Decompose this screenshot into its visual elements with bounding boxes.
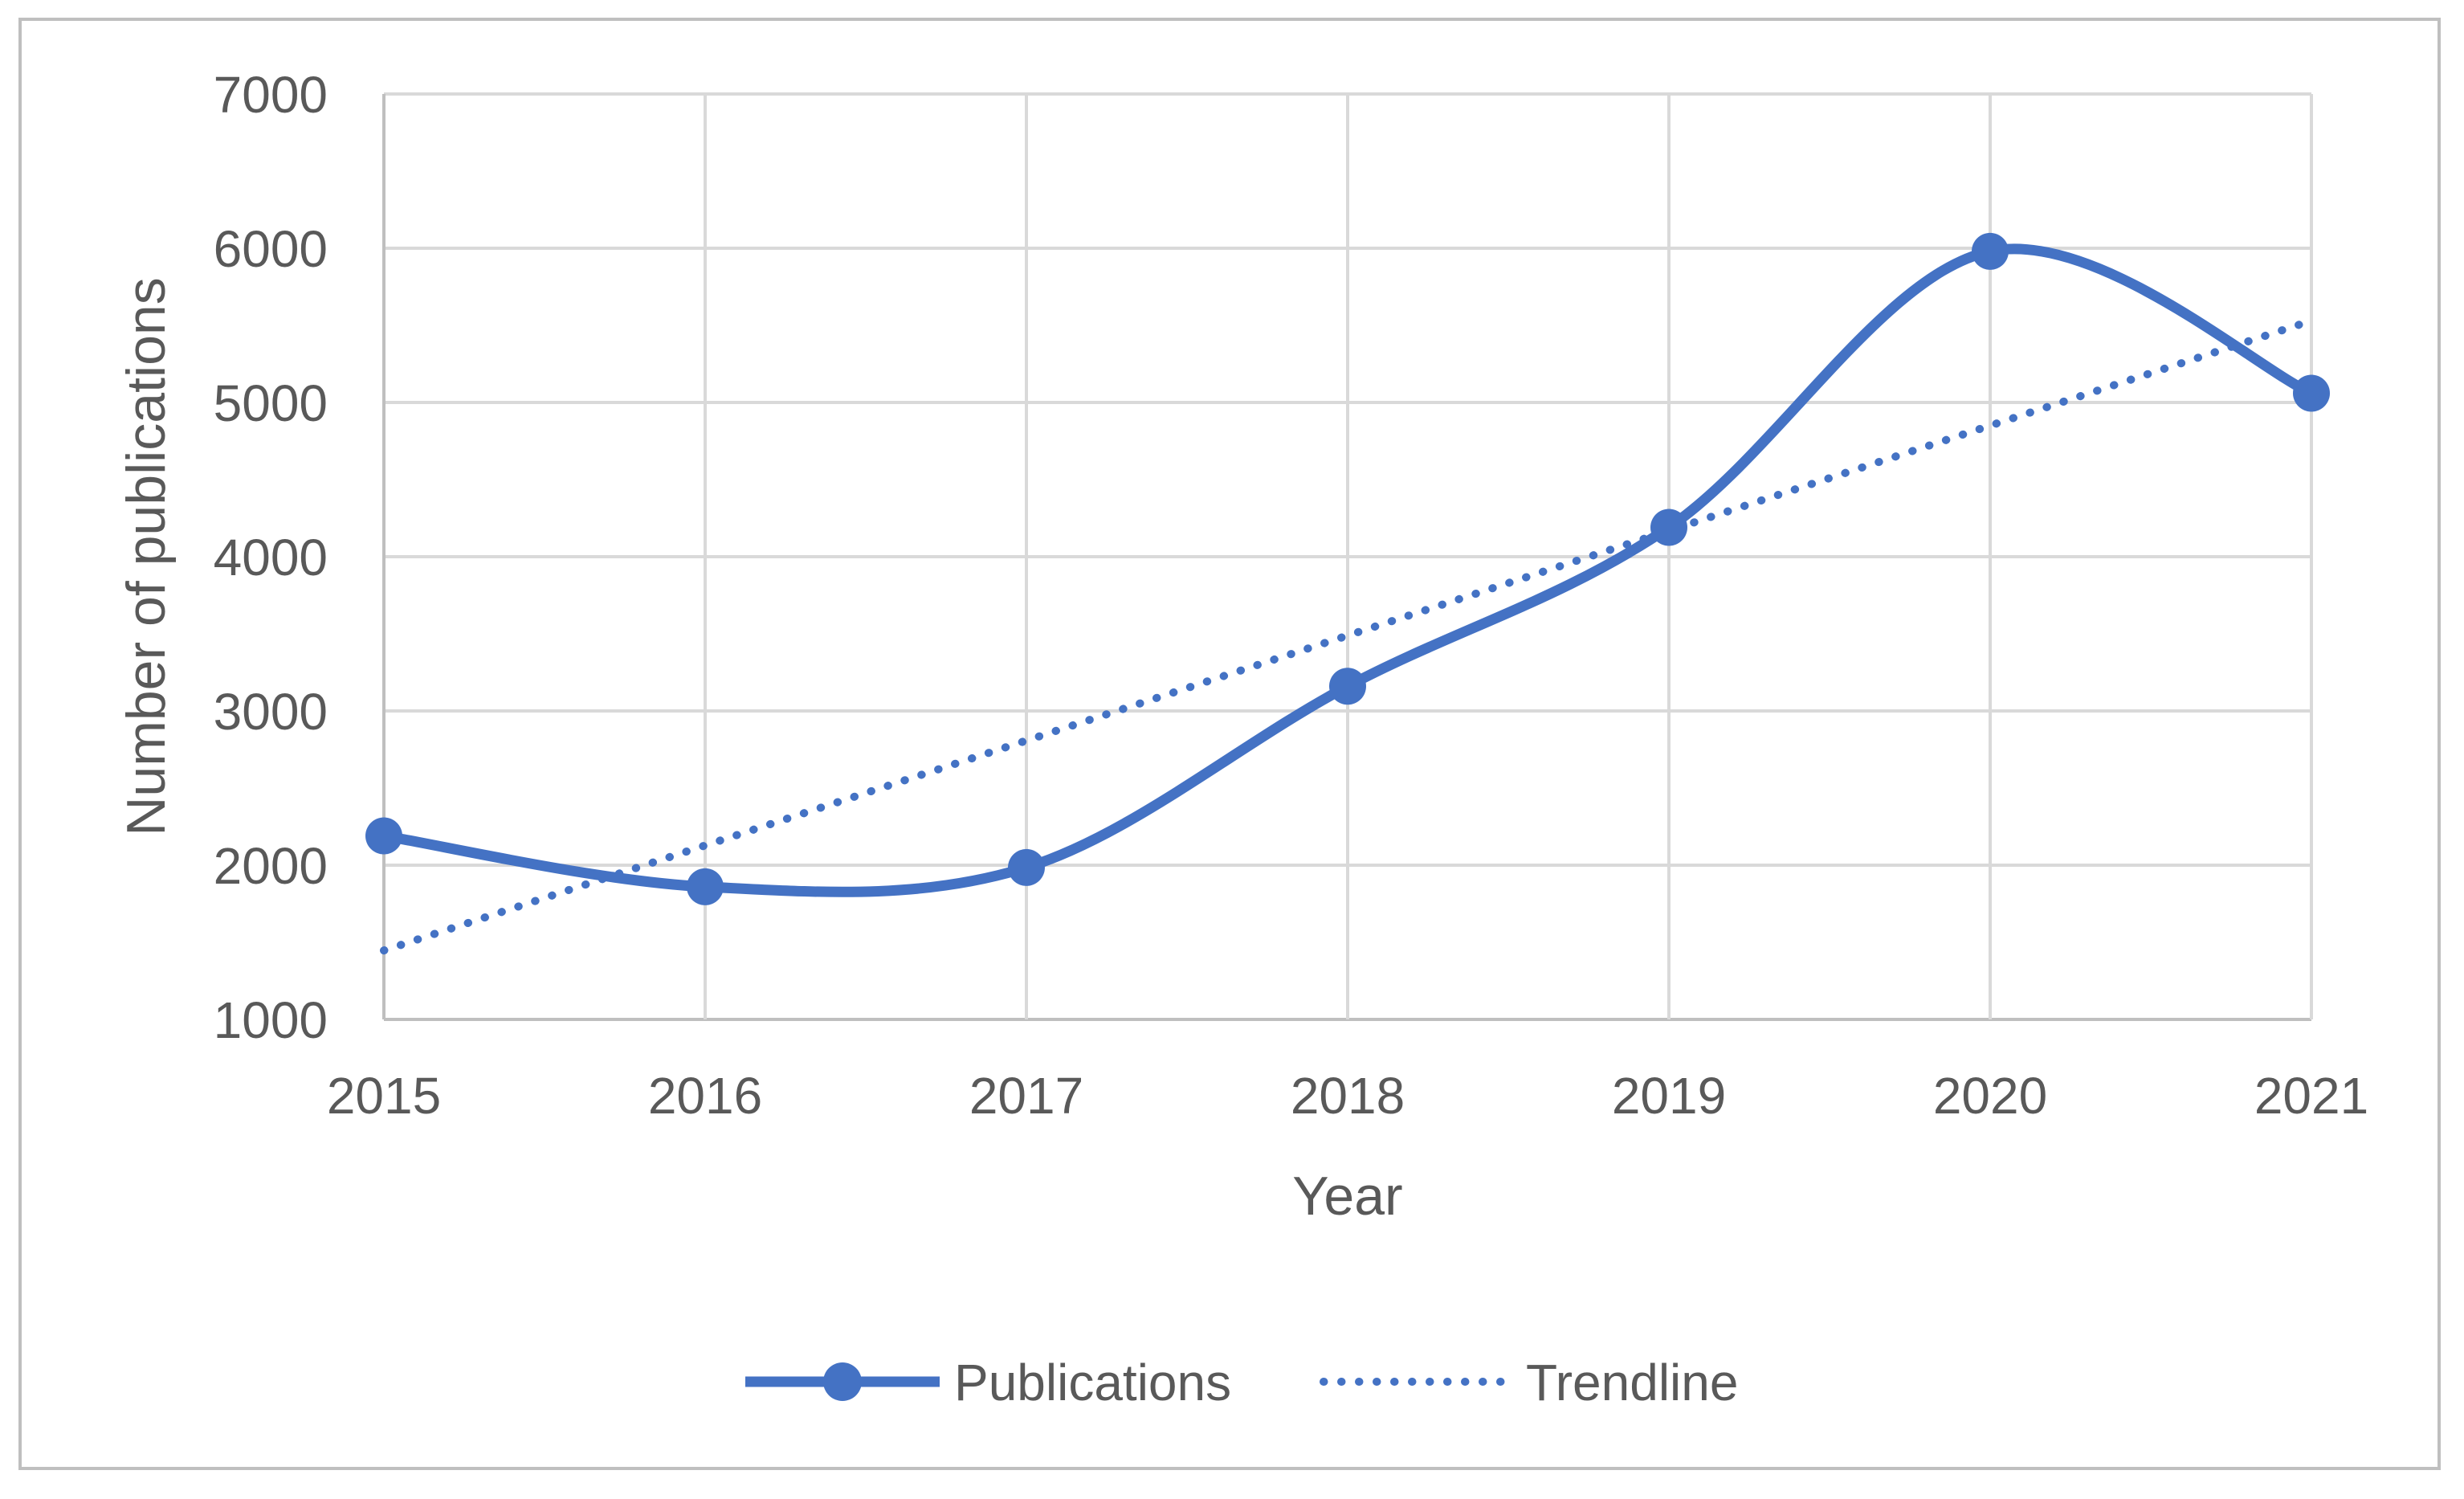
data-point-marker [1329,668,1366,705]
x-tick-label: 2021 [2254,1067,2368,1125]
y-tick-label: 5000 [214,374,328,432]
y-axis-tick-labels: 1000 2000 3000 4000 5000 6000 7000 [214,66,328,1049]
chart-outer-border [18,18,2441,1470]
data-point-marker [2293,374,2330,412]
y-tick-label: 1000 [214,991,328,1049]
legend-item-publications: Publications [745,1354,1231,1411]
x-tick-label: 2017 [969,1067,1083,1125]
y-tick-label: 7000 [214,66,328,124]
x-tick-label: 2018 [1291,1067,1405,1125]
data-point-marker [1650,509,1687,546]
y-tick-label: 4000 [214,529,328,586]
legend-item-label: Publications [954,1354,1231,1411]
x-axis-tick-labels: 2015 2016 2017 2018 2019 2020 2021 [327,1067,2368,1125]
x-tick-label: 2019 [1612,1067,1726,1125]
y-tick-label: 6000 [214,220,328,278]
x-axis-title: Year [1292,1166,1402,1227]
legend-marker-sample [823,1362,862,1401]
data-point-marker [1008,848,1045,886]
legend-item-label: Trendline [1526,1354,1738,1411]
y-tick-label: 2000 [214,837,328,895]
publications-markers [365,232,2330,905]
y-tick-label: 3000 [214,683,328,741]
data-point-marker [365,817,402,855]
trendline-series [380,317,2315,955]
x-tick-label: 2016 [648,1067,762,1125]
legend-item-trendline: Trendline [1320,1354,1738,1411]
x-tick-label: 2020 [1933,1067,2047,1125]
data-point-marker [687,868,724,905]
y-axis-title: Number of publications [116,277,177,835]
x-tick-label: 2015 [327,1067,441,1125]
legend: Publications Trendline [745,1354,1738,1411]
trendline-path [380,317,2315,955]
data-point-marker [1972,232,2009,270]
